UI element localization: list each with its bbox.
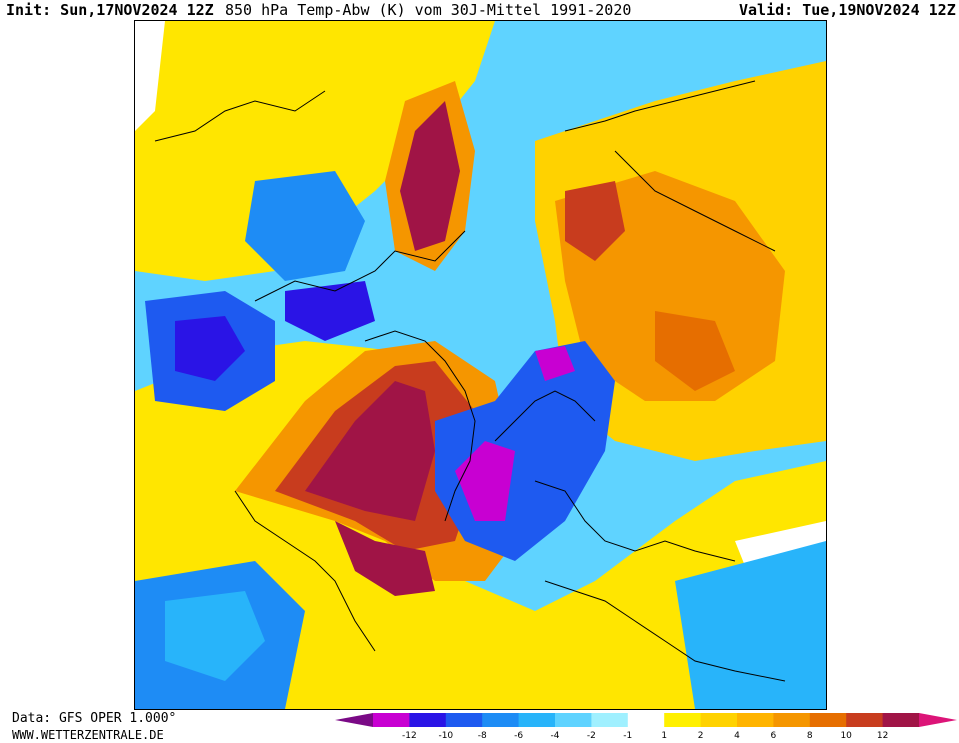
colorbar-swatch — [664, 713, 702, 727]
valid-time: Valid: Tue,19NOV2024 12Z — [739, 1, 956, 19]
colorbar-swatch — [591, 713, 629, 727]
legend-colorbar — [335, 712, 957, 738]
map-title: 850 hPa Temp-Abw (K) vom 30J-Mittel 1991… — [225, 1, 632, 19]
colorbar-tick-label: -10 — [438, 731, 454, 741]
colorbar-swatch — [737, 713, 774, 727]
colorbar-swatch — [846, 713, 884, 727]
colorbar-swatch — [409, 713, 447, 727]
colorbar-tick-label: -6 — [514, 731, 524, 741]
data-source-label: Data: GFS OPER 1.000° — [12, 711, 177, 726]
website-label: WWW.WETTERZENTRALE.DE — [12, 728, 164, 742]
colorbar-tick-label: 6 — [770, 731, 777, 741]
colorbar-tick-label: 1 — [661, 731, 668, 741]
colorbar-swatch — [882, 713, 920, 727]
colorbar-tick-label: 10 — [840, 731, 852, 741]
colorbar-swatch — [627, 713, 665, 727]
colorbar-arrow-high — [919, 713, 957, 727]
colorbar-tick-label: 2 — [697, 731, 704, 741]
temperature-anomaly-map — [134, 20, 827, 710]
colorbar-swatch — [518, 713, 556, 727]
colorbar-swatch — [445, 713, 483, 727]
colorbar-tick-label: -2 — [586, 731, 596, 741]
colorbar-tick-label: -4 — [550, 731, 560, 741]
colorbar-swatch — [700, 713, 738, 727]
colorbar-swatch — [773, 713, 811, 727]
colorbar-tick-label: -8 — [477, 731, 487, 741]
anomaly-field — [135, 21, 826, 709]
colorbar-swatch — [373, 713, 410, 727]
colorbar-tick-label: 8 — [806, 731, 813, 741]
map-header: Init: Sun,17NOV2024 12Z 850 hPa Temp-Abw… — [0, 0, 959, 20]
colorbar-swatch — [809, 713, 847, 727]
colorbar-swatch — [555, 713, 592, 727]
colorbar-swatch — [482, 713, 520, 727]
colorbar-tick-label: -1 — [623, 731, 633, 741]
colorbar-tick-label: 4 — [734, 731, 740, 741]
colorbar-swatches — [335, 713, 957, 727]
init-time: Init: Sun,17NOV2024 12Z — [6, 1, 214, 19]
colorbar-tick-label: 12 — [876, 731, 889, 741]
colorbar-arrow-low — [335, 713, 373, 727]
colorbar-tick-label: -12 — [402, 731, 417, 741]
